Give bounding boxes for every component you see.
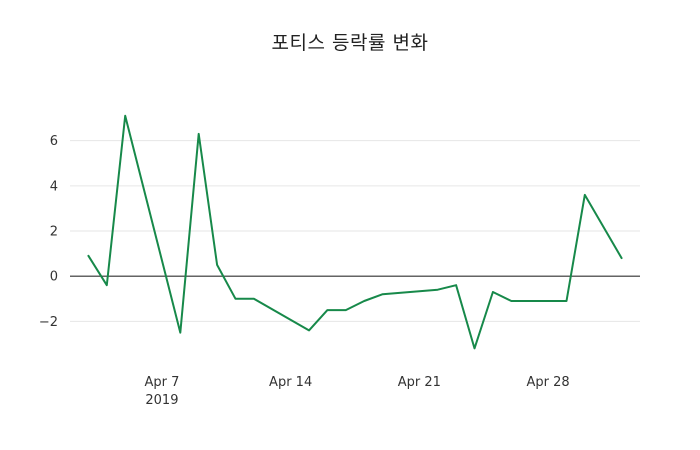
x-tick-label: Apr 21 [398, 375, 441, 390]
y-tick-label: 2 [50, 225, 58, 240]
chart-title: 포티스 등락률 변화 [271, 32, 429, 54]
y-tick-label: −2 [39, 315, 58, 330]
y-tick-label: 6 [50, 134, 58, 149]
x-tick-label: Apr 7 [144, 375, 179, 390]
x-tick-label: Apr 28 [526, 375, 569, 390]
x-tick-sublabel: 2019 [145, 393, 178, 408]
y-tick-label: 4 [50, 179, 58, 194]
x-tick-label: Apr 14 [269, 375, 312, 390]
series-line [87, 114, 623, 350]
y-tick-label: 0 [50, 270, 58, 285]
